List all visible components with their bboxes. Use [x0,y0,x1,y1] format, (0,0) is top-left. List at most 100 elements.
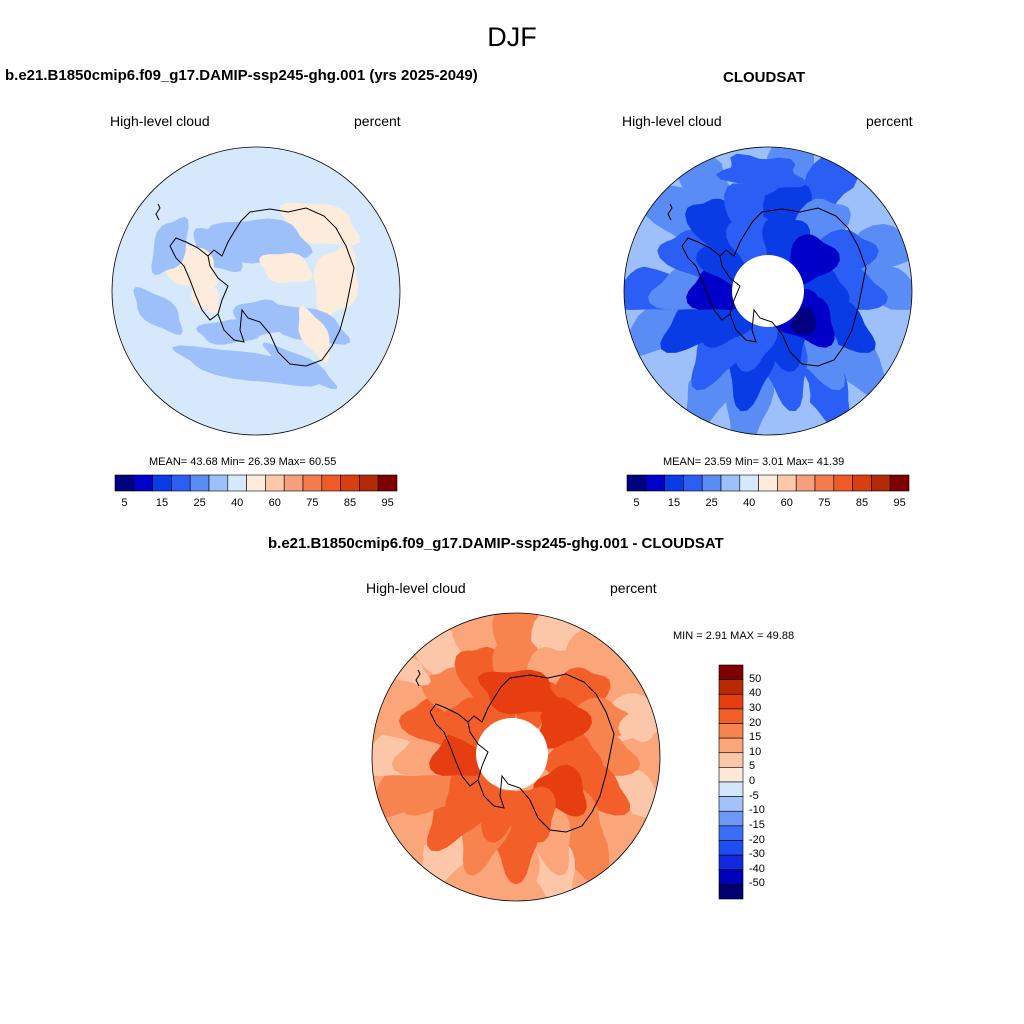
model-colorbar-tick-label: 95 [381,497,394,509]
obs-units-label: percent [866,113,913,129]
obs-colorbar-swatch [889,474,910,492]
model-colorbar-tick-label: 75 [306,497,319,509]
obs-colorbar-tick-label: 25 [705,497,718,509]
model-units-label: percent [354,113,401,129]
obs-panel-title: CLOUDSAT [723,69,806,86]
south-america-coastline [415,669,421,687]
obs-colorbar-tick-label: 5 [633,497,640,509]
diff-colorbar-swatch [718,840,744,856]
model-cloud-region [171,345,319,387]
diff-colorbar-tick-label: -50 [749,877,765,890]
obs-colorbar-tick-label: 75 [818,497,831,509]
diff-colorbar-tick-label: -5 [749,789,759,802]
diff-colorbar-swatch [718,869,744,885]
model-cloud-region [313,244,359,318]
diff-colorbar-swatch [718,693,744,710]
diff-colorbar-swatch [718,752,744,768]
model-colorbar-tick-label: 40 [231,497,244,509]
diff-colorbar-swatch [718,723,744,739]
diff-colorbar-swatch [718,884,744,900]
diff-panel-title: b.e21.B1850cmip6.f09_g17.DAMIP-ssp245-gh… [268,535,724,552]
obs-colorbar-swatch [683,474,703,492]
diff-colorbar-swatch [718,810,744,827]
diff-colorbar-tick-label: 30 [749,701,762,714]
diff-variable-label: High-level cloud [366,580,466,596]
obs-stats-label: MEAN= 23.59 Min= 3.01 Max= 41.39 [663,456,845,468]
island-coastline [115,231,121,245]
diff-colorbar-swatch [718,781,744,797]
obs-colorbar-tick-label: 60 [780,497,793,509]
obs-colorbar-swatch [626,474,647,492]
south-america-coastline [155,203,161,221]
obs-missing-pole [732,255,804,327]
model-colorbar-swatch [133,474,153,492]
model-colorbar-swatch [377,474,398,492]
obs-map-border [623,146,913,436]
diff-colorbar-tick-label: 20 [749,716,762,729]
obs-cloud-region [715,153,808,196]
diff-colorbar-tick-label: 10 [749,745,762,758]
obs-variable-label: High-level cloud [622,113,722,129]
model-polar-map [111,146,401,436]
diff-stats-label: MIN = 2.91 MAX = 49.88 [673,630,795,642]
model-cloud-region [196,319,260,345]
diff-colorbar-tick-label: 0 [749,775,756,787]
obs-colorbar-swatch [645,474,665,492]
obs-colorbar-swatch [739,474,759,492]
peninsula-coastline [429,703,479,787]
model-colorbar-swatch [171,474,191,492]
obs-colorbar-swatch [871,474,891,492]
figure-title: DJF [487,22,537,52]
model-cloud-region [205,197,255,219]
model-colorbar-swatch [114,474,135,492]
model-colorbar-swatch [246,474,266,492]
obs-cloud-region [791,306,816,335]
diff-colorbar-swatch [718,854,744,871]
diff-colorbar-tick-label: 15 [749,731,762,744]
diff-colorbar-swatch [718,679,744,695]
model-colorbar-swatch [227,474,247,492]
obs-colorbar-ticks: 5 15 25 40 60 75 85 95 [627,497,909,511]
model-colorbar-tick-label: 15 [155,497,169,509]
diff-colorbar-swatch [718,825,744,841]
obs-colorbar-swatch [701,474,722,492]
diff-colorbar-tick-label: -15 [749,818,765,831]
diff-colorbar-tick-label: -20 [749,833,765,846]
obs-colorbar-tick-label: 85 [855,497,869,509]
diff-colorbar-swatch [718,708,744,724]
diff-missing-pole [476,718,548,790]
model-colorbar-swatch [152,474,172,492]
obs-colorbar-swatch [814,474,835,492]
model-colorbar-swatch [265,474,285,492]
model-cloud-region [191,278,219,314]
model-colorbar-swatch [283,474,304,492]
island-coastline [627,231,633,245]
model-colorbar [114,474,398,492]
obs-cloud-region [786,234,840,286]
diff-colorbar-swatch [718,796,744,812]
obs-colorbar-tick-label: 15 [667,497,681,509]
diff-cloud-region [477,669,563,715]
model-colorbar-tick-label: 25 [193,497,206,509]
model-colorbar-tick-label: 60 [268,497,281,509]
obs-colorbar-swatch [795,474,816,492]
model-colorbar-swatch [208,474,229,492]
obs-colorbar-swatch [852,474,872,492]
antarctica-coastline [719,207,867,367]
obs-colorbar [626,474,910,492]
model-colorbar-swatch [302,474,323,492]
model-colorbar-swatch [359,474,379,492]
diff-colorbar [718,664,744,900]
model-colorbar-ticks: 5 15 25 40 60 75 85 95 [115,497,397,511]
model-colorbar-tick-label: 5 [121,497,128,509]
diff-colorbar-swatch [718,664,744,680]
model-stats-label: MEAN= 43.68 Min= 26.39 Max= 60.55 [149,456,337,468]
antarctica-coastline [207,207,355,367]
model-cloud-region [133,287,183,335]
diff-map-border [371,612,661,902]
model-colorbar-swatch [321,474,341,492]
antarctica-coastline [467,673,615,833]
model-cloud-region [262,342,338,390]
diff-polar-map [371,612,661,902]
model-cloud-region [298,305,330,363]
